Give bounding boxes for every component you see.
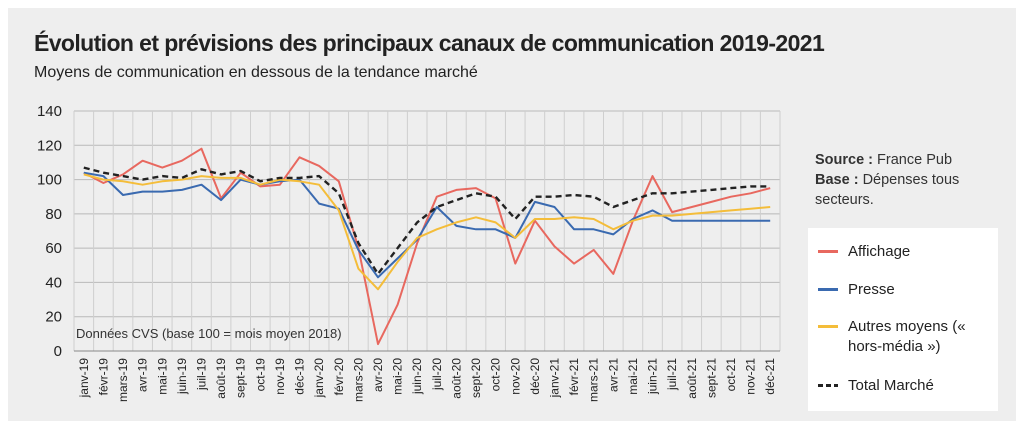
x-tick-label: juil-21 bbox=[665, 358, 679, 391]
legend-label-total-marche: Total Marché bbox=[848, 377, 934, 394]
x-tick-label: oct-20 bbox=[489, 358, 503, 392]
x-tick-label: juin-21 bbox=[646, 358, 660, 395]
x-tick-label: oct-19 bbox=[253, 358, 267, 392]
legend-swatch-total-marche bbox=[818, 384, 838, 387]
base-line: Base : Dépenses tous secteurs. bbox=[815, 170, 995, 210]
x-tick-label: juil-19 bbox=[194, 358, 208, 391]
chart-title: Évolution et prévisions des principaux c… bbox=[34, 30, 825, 56]
legend-label-affichage: Affichage bbox=[848, 243, 911, 260]
legend-item-autres-moyens: Autres moyens (« hors-média ») bbox=[818, 317, 988, 357]
x-tick-label: févr-19 bbox=[96, 358, 110, 396]
x-tick-label: mars-19 bbox=[116, 358, 130, 402]
legend-swatch-affichage bbox=[818, 250, 838, 253]
x-tick-label: nov-20 bbox=[508, 358, 522, 395]
legend-item-presse: Presse bbox=[818, 280, 895, 300]
x-tick-label: juin-20 bbox=[410, 358, 424, 395]
source-line: Source : France Pub bbox=[815, 150, 995, 170]
legend-swatch-autres-moyens bbox=[818, 325, 838, 328]
source-label: Source : bbox=[815, 152, 874, 168]
chart-legend: Affichage Presse Autres moyens (« hors-m… bbox=[808, 228, 998, 411]
x-tick-label: avr-19 bbox=[136, 358, 150, 392]
y-tick-label: 40 bbox=[45, 274, 62, 291]
y-tick-label: 80 bbox=[45, 206, 62, 223]
x-tick-label: mars-21 bbox=[587, 358, 601, 402]
x-tick-label: déc-21 bbox=[763, 358, 777, 395]
x-tick-label: mai-19 bbox=[155, 358, 169, 395]
x-tick-label: mai-21 bbox=[626, 358, 640, 395]
x-tick-label: avr-21 bbox=[606, 358, 620, 392]
x-tick-label: janv-20 bbox=[312, 358, 326, 399]
series-line-3 bbox=[83, 166, 771, 276]
chart-note: Données CVS (base 100 = mois moyen 2018) bbox=[76, 326, 342, 341]
base-label: Base : bbox=[815, 172, 859, 188]
series-line-0 bbox=[83, 147, 771, 346]
x-tick-label: nov-21 bbox=[744, 358, 758, 395]
x-tick-label: févr-21 bbox=[567, 358, 581, 396]
x-tick-label: août-20 bbox=[449, 358, 463, 399]
legend-label-autres-moyens: Autres moyens (« hors-média ») bbox=[848, 318, 966, 355]
legend-item-total-marche: Total Marché bbox=[818, 376, 934, 396]
source-value: France Pub bbox=[877, 152, 953, 168]
x-tick-label: janv-19 bbox=[77, 358, 91, 399]
x-tick-label: août-21 bbox=[685, 358, 699, 399]
y-tick-label: 120 bbox=[37, 137, 62, 154]
x-tick-label: nov-19 bbox=[273, 358, 287, 395]
x-tick-label: janv-21 bbox=[547, 358, 561, 399]
x-tick-label: déc-20 bbox=[528, 358, 542, 395]
x-tick-label: déc-19 bbox=[293, 358, 307, 395]
y-tick-label: 60 bbox=[45, 240, 62, 257]
y-tick-label: 20 bbox=[45, 309, 62, 326]
y-tick-label: 0 bbox=[54, 343, 62, 360]
y-tick-label: 140 bbox=[37, 103, 62, 120]
x-tick-label: août-19 bbox=[214, 358, 228, 399]
base-value: Dépenses tous secteurs. bbox=[815, 172, 960, 208]
x-tick-label: avr-20 bbox=[371, 358, 385, 392]
x-tick-label: févr-20 bbox=[332, 358, 346, 396]
x-tick-label: mars-20 bbox=[351, 358, 365, 402]
series-line-2 bbox=[83, 173, 771, 291]
x-tick-label: sept-21 bbox=[704, 358, 718, 398]
legend-swatch-presse bbox=[818, 288, 838, 291]
chart-subtitle: Moyens de communication en dessous de la… bbox=[34, 64, 478, 81]
x-tick-label: oct-21 bbox=[724, 358, 738, 392]
x-tick-label: juin-19 bbox=[175, 358, 189, 395]
x-tick-label: juil-20 bbox=[430, 358, 444, 391]
series-line-1 bbox=[83, 171, 771, 279]
x-tick-label: sept-20 bbox=[469, 358, 483, 398]
legend-item-affichage: Affichage bbox=[818, 242, 910, 262]
y-tick-label: 100 bbox=[37, 172, 62, 189]
source-block: Source : France Pub Base : Dépenses tous… bbox=[815, 150, 995, 210]
x-tick-label: mai-20 bbox=[391, 358, 405, 395]
legend-label-presse: Presse bbox=[848, 281, 895, 298]
x-tick-label: sept-19 bbox=[234, 358, 248, 398]
